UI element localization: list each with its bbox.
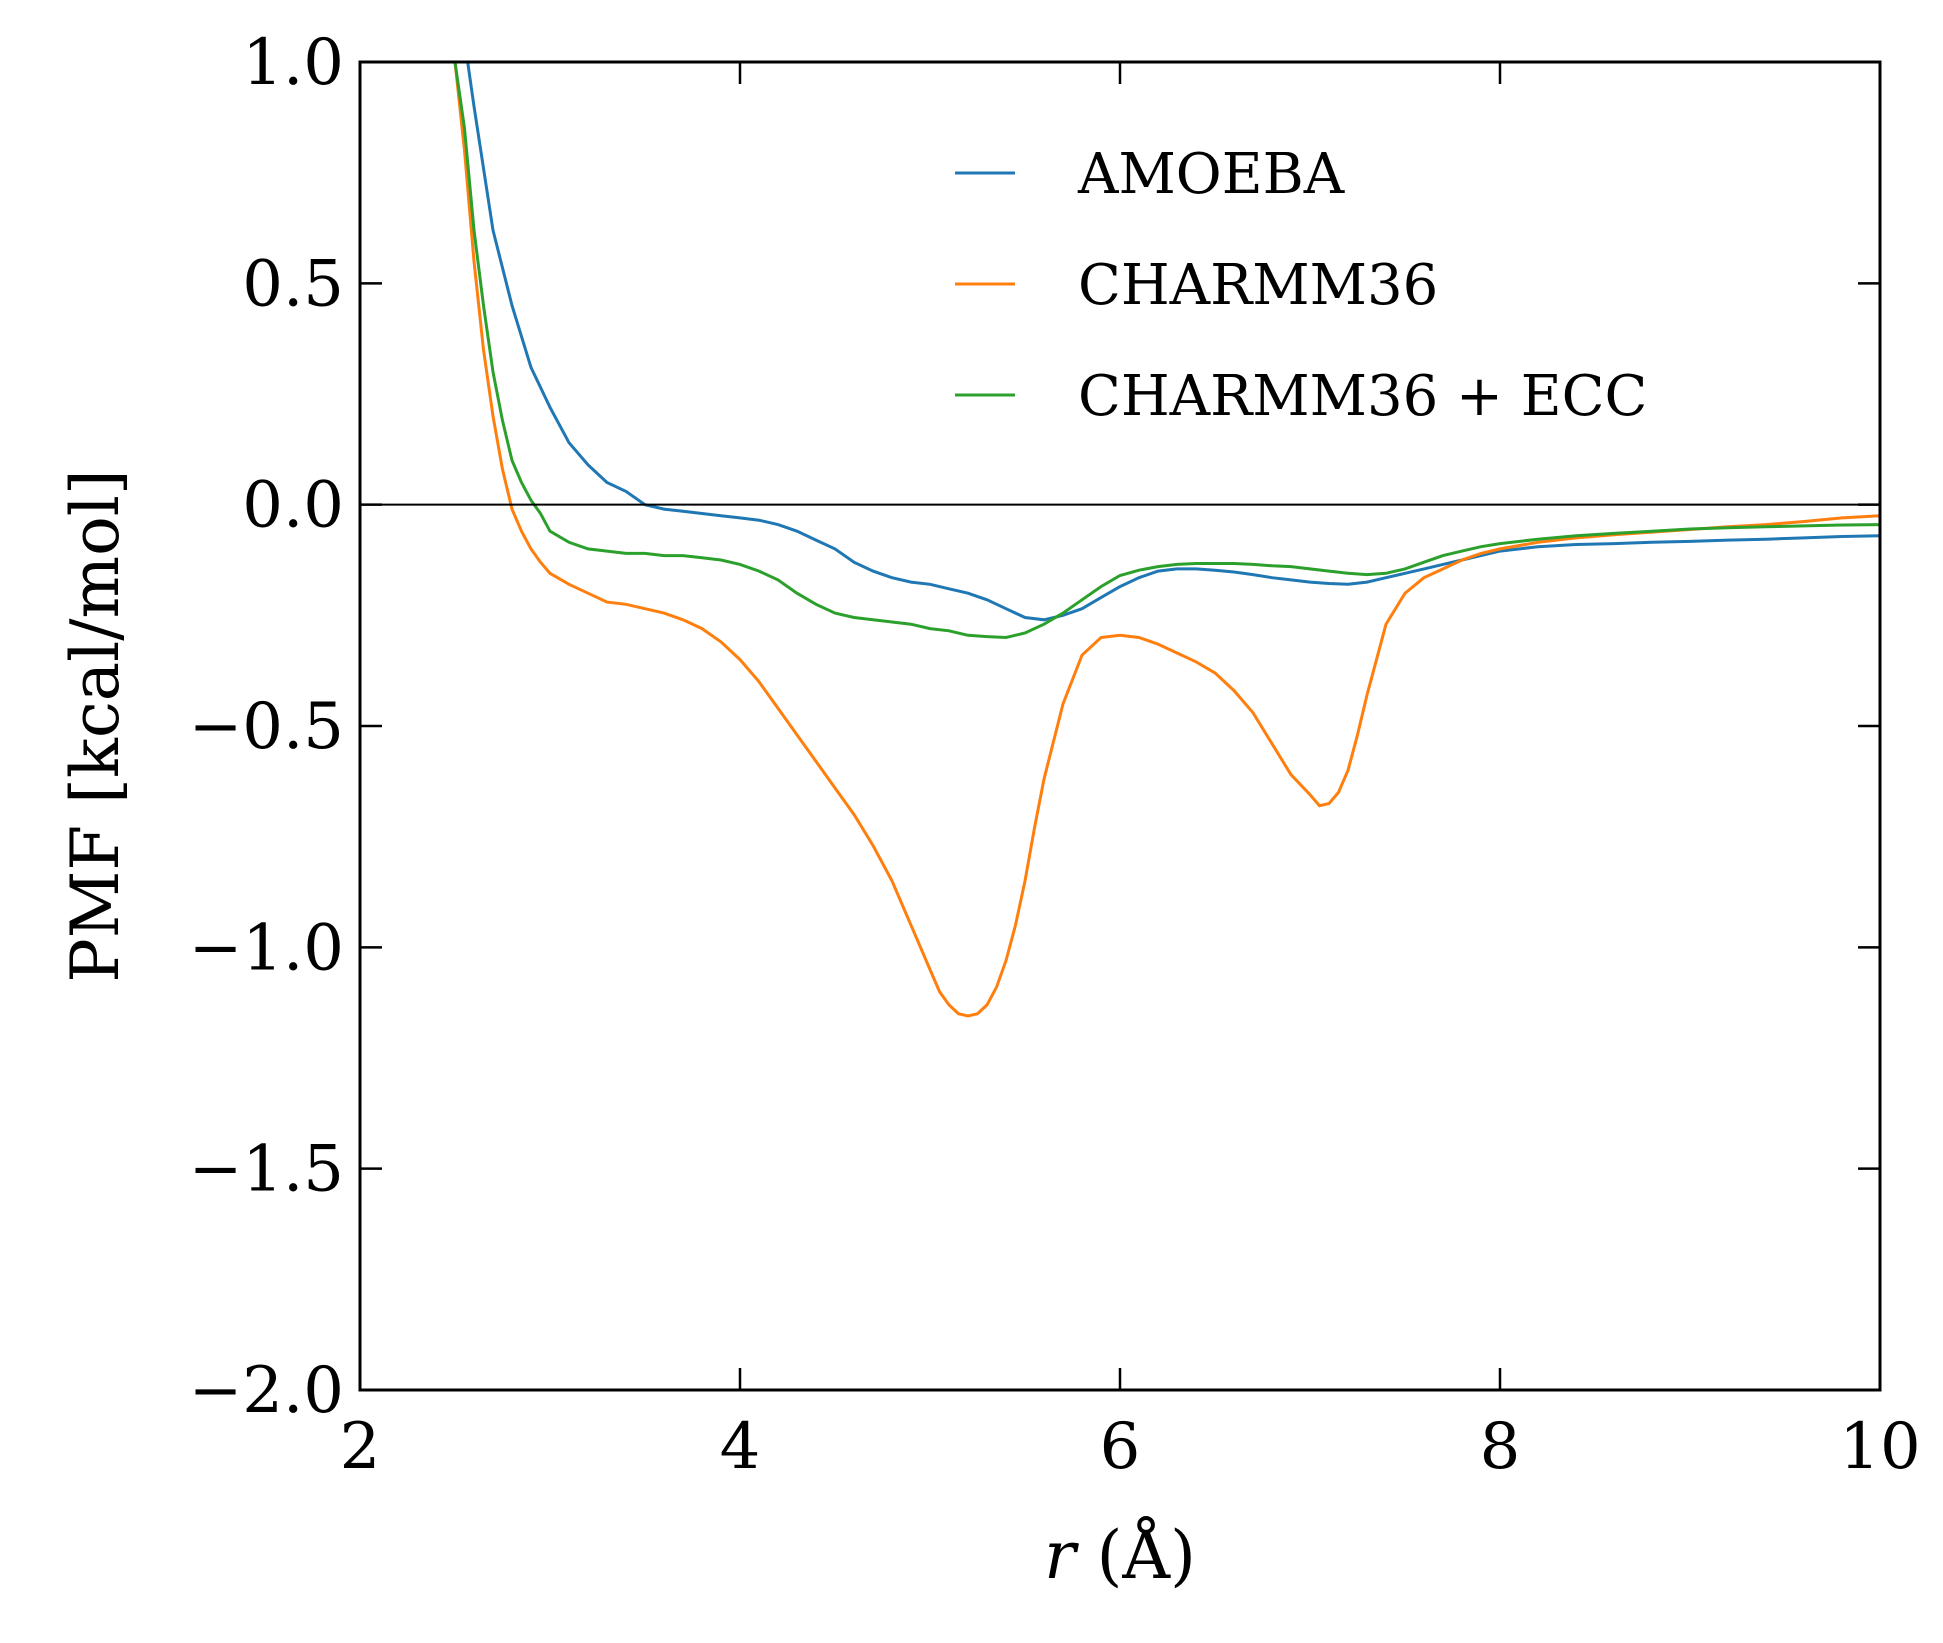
series-line-2 [453, 62, 1880, 640]
x-tick-label-3: 8 [1480, 1410, 1521, 1484]
legend: AMOEBA CHARMM36 CHARMM36 + ECC [955, 142, 1647, 429]
x-tick-label-4: 10 [1839, 1410, 1920, 1484]
y-axis-label: PMF [kcal/mol] [57, 469, 134, 982]
series-lines [453, 62, 1880, 1018]
y-tick-label-4: 0.0 [242, 469, 344, 543]
y-tick-label-3: −0.5 [189, 690, 344, 764]
x-axis-label-unit: (Å) [1076, 1517, 1196, 1594]
legend-label-0: AMOEBA [1077, 142, 1345, 207]
y-tick-label-1: −1.5 [189, 1133, 344, 1207]
tick-labels: 2 4 6 8 10 −2.0 −1.5 −1.0 −0.5 0.0 0.5 1.0 [189, 26, 1921, 1484]
legend-label-1: CHARMM36 [1078, 253, 1438, 318]
x-tick-label-2: 6 [1100, 1410, 1141, 1484]
x-tick-label-0: 2 [340, 1410, 381, 1484]
y-tick-label-0: −2.0 [189, 1354, 344, 1428]
legend-label-2: CHARMM36 + ECC [1078, 364, 1647, 429]
x-axis-label: r (Å) [1044, 1517, 1196, 1594]
y-tick-label-2: −1.0 [189, 911, 344, 985]
x-tick-label-1: 4 [720, 1410, 761, 1484]
y-tick-label-6: 1.0 [242, 26, 344, 100]
y-tick-label-5: 0.5 [242, 247, 344, 321]
x-axis-label-var: r [1044, 1517, 1079, 1594]
axis-ticks [358, 60, 1882, 1392]
series-line-0 [466, 62, 1880, 622]
series-line-1 [453, 62, 1880, 1018]
